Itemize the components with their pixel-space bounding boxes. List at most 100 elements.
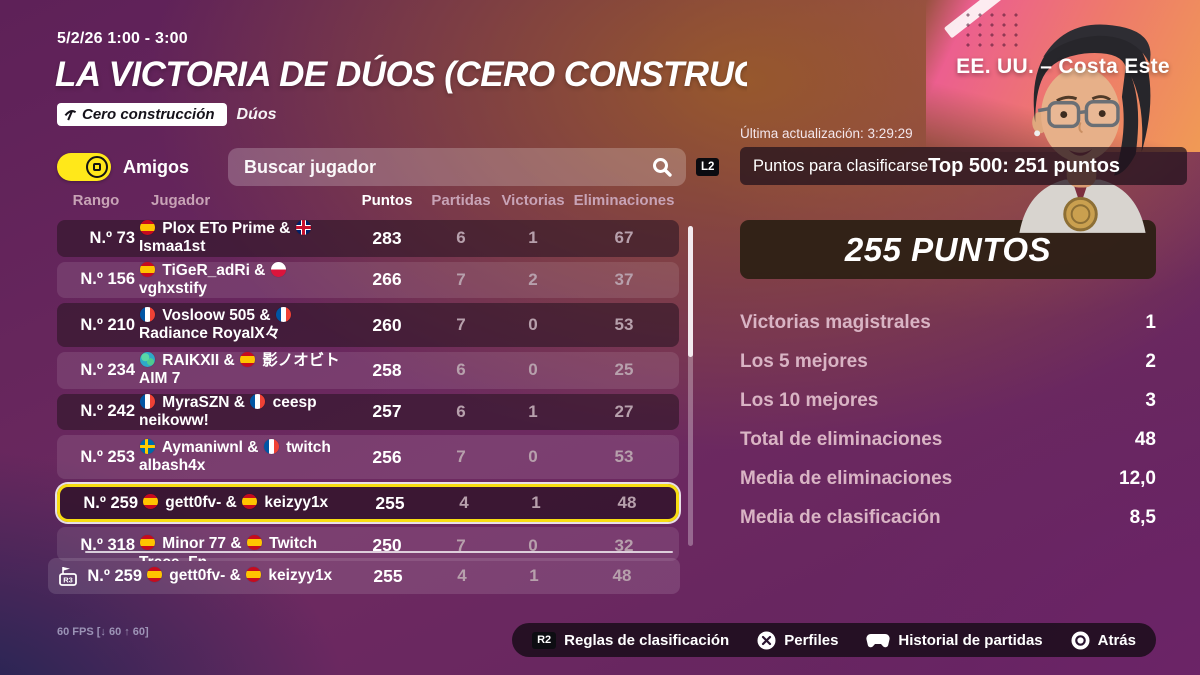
flag-es-icon xyxy=(140,220,155,235)
session-stats: Victorias magistrales 1 Los 5 mejores 2 Los … xyxy=(740,303,1156,537)
scrollbar-thumb[interactable] xyxy=(688,226,693,358)
table-row[interactable]: N.º 259 gett0fv- & keizyy1x 255 4 1 48 xyxy=(57,484,679,523)
qualify-label: Puntos para clasificarse xyxy=(753,156,929,175)
last-update-label: Última actualización: 3:29:29 xyxy=(740,126,913,141)
r2-button-icon: R2 xyxy=(532,631,557,649)
action-atr-s[interactable]: Atrás xyxy=(1071,631,1136,650)
table-row[interactable]: N.º 259 gett0fv- & keizyy1x 255 4 1 48 xyxy=(86,560,678,592)
pinned-player-row[interactable]: R3 N.º 259 gett0fv- & keizyy1x 255 4 1 4… xyxy=(48,558,680,594)
points-cell: 260 xyxy=(372,314,402,335)
list-controls: Amigos L2 xyxy=(57,148,720,186)
points-banner-text: 255 PUNTOS xyxy=(844,230,1052,268)
duos-label: Dúos xyxy=(236,105,277,123)
flag-fr-icon xyxy=(140,306,155,322)
flag-es-icon xyxy=(246,535,262,551)
table-row[interactable]: N.º 156 TiGeR_adRi & vghxstify 266 7 2 3… xyxy=(57,261,679,299)
points-cell: 258 xyxy=(372,359,402,380)
action-reglas-de-clasificaci-n[interactable]: R2 Reglas de clasificación xyxy=(532,631,729,649)
wins-cell: 2 xyxy=(528,269,538,289)
action-historial-de-partidas[interactable]: Historial de partidas xyxy=(866,632,1043,649)
friends-toggle[interactable] xyxy=(57,153,111,181)
leaderboard-rows: N.º 73 Plox ETo Prime & Ismaa1st 283 6 1… xyxy=(57,220,679,562)
rank-cell: N.º 73 xyxy=(89,228,135,247)
scrollbar[interactable] xyxy=(688,226,693,546)
flag-gb-icon xyxy=(295,220,311,235)
qualify-pill: Puntos para clasificarse Top 500: 251 pu… xyxy=(740,147,1187,185)
elims-cell: 27 xyxy=(614,401,634,421)
rank-cell: N.º 318 xyxy=(80,536,135,555)
player-cell: gett0fv- & keizyy1x xyxy=(138,494,352,512)
flag-es-icon xyxy=(147,566,162,582)
stat-value: 8,5 xyxy=(1129,506,1156,528)
column-wins[interactable]: Victorias xyxy=(501,192,565,209)
pickaxe-icon xyxy=(64,110,77,121)
stat-row: Victorias magistrales 1 xyxy=(740,303,1156,342)
table-row[interactable]: N.º 73 Plox ETo Prime & Ismaa1st 283 6 1… xyxy=(57,220,679,257)
flag-fr-icon xyxy=(250,393,266,409)
elims-cell: 67 xyxy=(614,228,634,248)
flag-fr-icon xyxy=(140,393,155,409)
fps-counter: 60 FPS [↓ 60 ↑ 60] xyxy=(57,626,149,638)
table-header: Rango Jugador Puntos Partidas Victorias … xyxy=(57,192,679,209)
rank-cell: N.º 234 xyxy=(80,360,135,379)
column-points[interactable]: Puntos xyxy=(361,192,413,209)
rank-cell: N.º 210 xyxy=(80,315,135,334)
points-cell: 255 xyxy=(375,492,405,513)
stat-row: Total de eliminaciones 48 xyxy=(740,420,1156,459)
action-perfiles[interactable]: Perfiles xyxy=(757,631,838,650)
wins-cell: 1 xyxy=(531,493,541,513)
table-row[interactable]: N.º 253 Aymaniwnl & twitch albash4x 256 … xyxy=(57,435,679,480)
stat-value: 12,0 xyxy=(1119,467,1156,489)
table-row[interactable]: N.º 318 Minor 77 & Twitch Trece_Fn 250 7… xyxy=(57,527,679,562)
column-rank[interactable]: Rango xyxy=(72,192,120,209)
stat-label: Victorias magistrales xyxy=(740,311,931,333)
player-cell: TiGeR_adRi & vghxstify xyxy=(135,261,349,299)
flag-es-icon xyxy=(239,352,255,368)
points-cell: 266 xyxy=(372,269,402,290)
stat-value: 1 xyxy=(1145,311,1156,333)
rank-cell: N.º 156 xyxy=(80,270,135,289)
table-row[interactable]: N.º 210 Vosloow 505 & Radiance RoyalX々 2… xyxy=(57,303,679,348)
stat-label: Media de clasificación xyxy=(740,506,941,528)
player-cell: RAIKXII & 影ノオビト AIM 7 xyxy=(139,352,340,388)
matches-cell: 7 xyxy=(456,269,466,289)
search-input[interactable] xyxy=(228,148,687,186)
matches-cell: 7 xyxy=(456,447,466,467)
column-matches[interactable]: Partidas xyxy=(431,192,491,209)
flag-es-icon xyxy=(143,494,158,510)
stat-label: Los 5 mejores xyxy=(740,350,868,372)
player-cell: Plox ETo Prime & Ismaa1st xyxy=(135,220,349,257)
action-label: Atrás xyxy=(1097,631,1136,649)
search-icon xyxy=(653,158,672,177)
table-row[interactable]: N.º 242 MyraSZN & ceesp neikoww! 257 6 1… xyxy=(57,393,679,431)
bottom-action-bar: R2 Reglas de clasificación Perfiles Histori… xyxy=(512,623,1156,657)
event-title: LA VICTORIA DE DÚOS (CERO CONSTRUC xyxy=(55,55,747,94)
column-elims[interactable]: Eliminaciones xyxy=(573,192,675,209)
zero-build-badge-label: Cero construcción xyxy=(82,106,215,123)
elims-cell: 48 xyxy=(612,566,632,585)
stat-value: 2 xyxy=(1145,350,1156,372)
table-row[interactable]: N.º 234 RAIKXII & 影ノオビト AIM 7 258 6 0 25 xyxy=(57,352,679,389)
wins-cell: 1 xyxy=(528,401,538,421)
elims-cell: 25 xyxy=(614,360,634,380)
qualify-value: Top 500: 251 puntos xyxy=(928,154,1121,177)
matches-cell: 7 xyxy=(456,535,466,555)
points-cell: 256 xyxy=(372,446,402,467)
player-cell: gett0fv- & keizyy1x xyxy=(142,566,350,585)
wins-cell: 0 xyxy=(528,315,538,335)
decor-dots-pattern xyxy=(962,10,1026,52)
mode-badges: Cero construcción Dúos xyxy=(57,103,277,126)
points-cell: 255 xyxy=(373,565,403,586)
stat-label: Los 10 mejores xyxy=(740,389,879,411)
stat-value: 3 xyxy=(1145,389,1156,411)
action-label: Perfiles xyxy=(784,631,839,649)
stat-row: Los 10 mejores 3 xyxy=(740,381,1156,420)
wins-cell: 1 xyxy=(528,228,538,248)
column-player[interactable]: Jugador xyxy=(151,192,211,209)
player-cell: MyraSZN & ceesp neikoww! xyxy=(139,393,317,429)
stat-value: 48 xyxy=(1134,428,1156,450)
points-cell: 257 xyxy=(372,401,402,422)
player-avatar xyxy=(1019,24,1151,233)
rank-cell: N.º 253 xyxy=(80,447,135,466)
flag-fr-icon xyxy=(263,438,279,454)
